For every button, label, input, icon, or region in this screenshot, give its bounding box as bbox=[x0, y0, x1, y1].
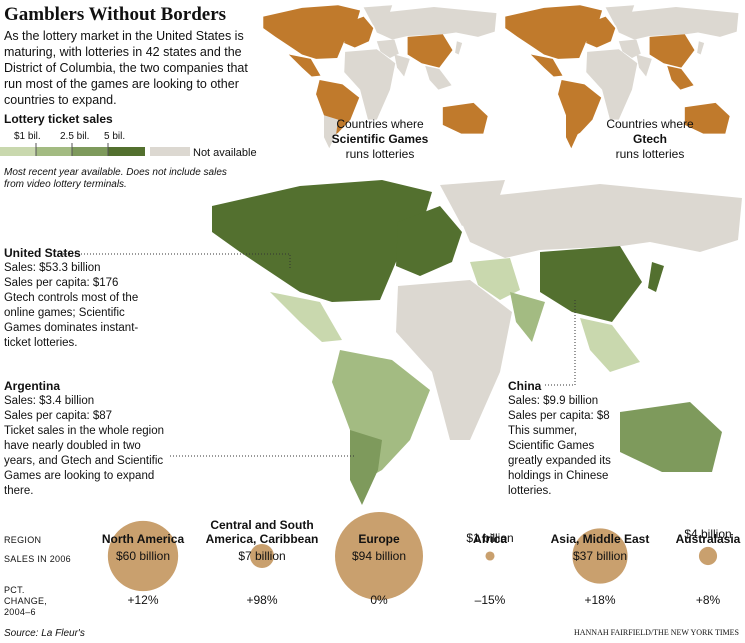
row-label: REGION bbox=[4, 535, 42, 545]
region-sales: $37 billion bbox=[572, 549, 628, 563]
row-label: SALES IN 2006 bbox=[4, 554, 71, 564]
callout-line: Sales: $9.9 billion bbox=[508, 395, 599, 407]
legend-tick: 5 bil. bbox=[104, 131, 126, 142]
region-change: +18% bbox=[584, 593, 616, 607]
legend-na-swatch bbox=[150, 147, 190, 156]
callout: United States Sales: $53.3 billion Sales… bbox=[4, 246, 144, 351]
region-change: +98% bbox=[246, 593, 278, 607]
callout-title: China bbox=[508, 379, 542, 393]
callout-line: This summer, Scientific Games greatly ex… bbox=[508, 425, 611, 497]
legend-bar bbox=[0, 143, 190, 156]
source: Source: La Fleur's bbox=[4, 628, 85, 639]
region-name: Asia, Middle East bbox=[550, 532, 650, 546]
inset-caption-text: runs lotteries bbox=[345, 147, 415, 161]
region-name: Australasia bbox=[675, 532, 741, 546]
callout: Argentina Sales: $3.4 billion Sales per … bbox=[4, 379, 174, 499]
bubbles bbox=[107, 512, 718, 600]
credit: HANNAH FAIRFIELD/THE NEW YORK TIMES bbox=[573, 628, 739, 637]
region-change: +8% bbox=[695, 593, 721, 607]
callout-line: Sales per capita: $8 bbox=[508, 410, 610, 422]
legend-swatch bbox=[108, 147, 145, 156]
south-america bbox=[332, 350, 430, 478]
callout-title: United States bbox=[4, 246, 81, 260]
sales-bubble bbox=[698, 546, 718, 566]
argentina bbox=[350, 430, 382, 505]
callout-line: Gtech controls most of the online games;… bbox=[4, 292, 139, 349]
region-change: 0% bbox=[370, 593, 388, 607]
region-sales: $4 billion bbox=[684, 526, 732, 541]
southeast-asia bbox=[580, 318, 640, 372]
region-name: Central and South America, Caribbean bbox=[205, 518, 319, 546]
row-label: PCT. CHANGE, 2004–6 bbox=[4, 585, 48, 617]
sales-bubble bbox=[572, 528, 628, 584]
callout-title: Argentina bbox=[4, 379, 61, 393]
region-sales: $60 billion bbox=[115, 549, 171, 563]
region-change: +12% bbox=[127, 593, 159, 607]
callout-line: Sales: $3.4 billion bbox=[4, 395, 95, 407]
legend-title: Lottery ticket sales bbox=[4, 112, 113, 126]
legend-swatch bbox=[0, 147, 36, 156]
legend-swatch bbox=[72, 147, 108, 156]
sales-bubble bbox=[249, 543, 275, 569]
callout-line: Sales: $53.3 billion bbox=[4, 262, 101, 274]
india bbox=[510, 292, 545, 342]
region-name: North America bbox=[101, 532, 185, 546]
region-sales: $1 billion bbox=[466, 531, 514, 546]
legend-swatch bbox=[36, 147, 72, 156]
region-name: Europe bbox=[358, 532, 400, 546]
region-name: Africa bbox=[472, 532, 507, 546]
inset-caption: Countries where Scientific Games runs lo… bbox=[280, 117, 480, 162]
callout: China Sales: $9.9 billion Sales per capi… bbox=[508, 379, 626, 499]
inset-company: Gtech bbox=[632, 132, 667, 146]
inset-caption: Countries where Gtech runs lotteries bbox=[550, 117, 745, 162]
inset-caption-text: Countries where bbox=[606, 117, 694, 131]
region-change: –15% bbox=[474, 593, 506, 607]
inset-caption-text: runs lotteries bbox=[615, 147, 685, 161]
callout-line: Sales per capita: $176 bbox=[4, 277, 119, 289]
main-map bbox=[212, 180, 742, 505]
region-sales: $7 billion bbox=[238, 549, 286, 563]
callout-line: Ticket sales in the whole region have ne… bbox=[4, 425, 165, 497]
intro: As the lottery market in the United Stat… bbox=[4, 29, 248, 107]
region-sales: $94 billion bbox=[351, 549, 407, 563]
inset-caption-text: Countries where bbox=[336, 117, 424, 131]
leader-lines bbox=[60, 253, 576, 457]
callout-line: Sales per capita: $87 bbox=[4, 410, 113, 422]
legend-na-label: Not available bbox=[193, 147, 257, 159]
sales-bubble bbox=[107, 520, 179, 592]
legend-tick: 2.5 bil. bbox=[60, 131, 90, 142]
australia bbox=[620, 402, 722, 472]
china bbox=[540, 246, 642, 322]
inset-company: Scientific Games bbox=[331, 132, 429, 146]
title: Gamblers Without Borders bbox=[4, 4, 227, 25]
japan bbox=[648, 262, 664, 292]
sales-bubble bbox=[485, 551, 495, 561]
legend-note: Most recent year available. Does not inc… bbox=[4, 167, 227, 190]
legend-tick: $1 bil. bbox=[14, 131, 41, 142]
sales-bubble bbox=[335, 512, 423, 600]
